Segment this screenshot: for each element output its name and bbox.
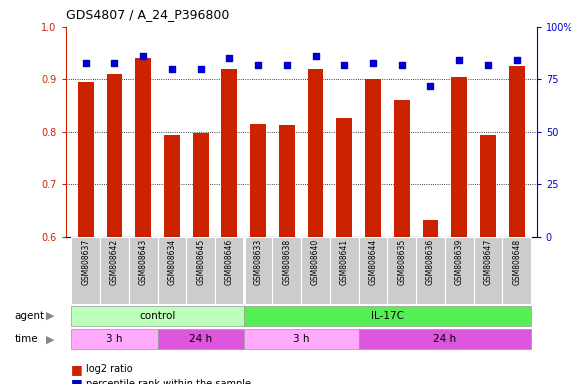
Point: [196, 66, 205, 72]
Bar: [394, 100, 409, 237]
Point: [311, 53, 320, 59]
Text: GSM808646: GSM808646: [225, 238, 234, 285]
Bar: [193, 133, 208, 237]
Point: [426, 83, 435, 89]
Bar: [502, 237, 531, 304]
Text: GSM808635: GSM808635: [397, 238, 406, 285]
Text: GSM808648: GSM808648: [512, 238, 521, 285]
Text: GSM808634: GSM808634: [167, 238, 176, 285]
Text: GSM808633: GSM808633: [254, 238, 263, 285]
Bar: [279, 126, 295, 237]
Bar: [301, 237, 330, 304]
Bar: [244, 306, 531, 326]
Bar: [480, 136, 496, 237]
Text: GSM808640: GSM808640: [311, 238, 320, 285]
Text: time: time: [14, 334, 38, 344]
Text: ■: ■: [71, 363, 83, 376]
Point: [110, 60, 119, 66]
Bar: [158, 237, 186, 304]
Point: [167, 66, 176, 72]
Bar: [308, 69, 323, 237]
Bar: [336, 118, 352, 237]
Bar: [387, 237, 416, 304]
Bar: [250, 124, 266, 237]
Bar: [71, 329, 158, 349]
Text: 3 h: 3 h: [293, 334, 309, 344]
Bar: [359, 237, 387, 304]
Text: control: control: [139, 311, 176, 321]
Bar: [445, 237, 473, 304]
Bar: [473, 237, 502, 304]
Point: [81, 60, 90, 66]
Text: GSM808639: GSM808639: [455, 238, 464, 285]
Point: [455, 57, 464, 63]
Bar: [107, 74, 122, 237]
Bar: [365, 79, 381, 237]
Bar: [186, 237, 215, 304]
Text: GSM808647: GSM808647: [484, 238, 492, 285]
Bar: [215, 237, 244, 304]
Bar: [71, 237, 100, 304]
Text: agent: agent: [14, 311, 45, 321]
Bar: [330, 237, 359, 304]
Bar: [272, 237, 301, 304]
Point: [483, 61, 492, 68]
Bar: [244, 329, 359, 349]
Text: ▶: ▶: [46, 334, 54, 344]
Text: GSM808642: GSM808642: [110, 238, 119, 285]
Text: 24 h: 24 h: [189, 334, 212, 344]
Point: [282, 61, 291, 68]
Bar: [78, 82, 94, 237]
Point: [139, 53, 148, 59]
Text: ▶: ▶: [46, 311, 54, 321]
Point: [254, 61, 263, 68]
Bar: [423, 220, 439, 237]
Bar: [71, 306, 244, 326]
Text: GSM808643: GSM808643: [139, 238, 148, 285]
Bar: [359, 329, 531, 349]
Text: GSM808641: GSM808641: [340, 238, 349, 285]
Text: 24 h: 24 h: [433, 334, 456, 344]
Bar: [100, 237, 129, 304]
Bar: [129, 237, 158, 304]
Bar: [416, 237, 445, 304]
Point: [225, 55, 234, 61]
Text: 3 h: 3 h: [106, 334, 123, 344]
Text: GSM808637: GSM808637: [81, 238, 90, 285]
Point: [512, 57, 521, 63]
Point: [340, 61, 349, 68]
Text: GSM808644: GSM808644: [368, 238, 377, 285]
Text: GSM808638: GSM808638: [282, 238, 291, 285]
Bar: [164, 136, 180, 237]
Point: [397, 61, 407, 68]
Bar: [158, 329, 244, 349]
Text: GSM808636: GSM808636: [426, 238, 435, 285]
Bar: [135, 58, 151, 237]
Text: ■: ■: [71, 377, 83, 384]
Bar: [509, 66, 525, 237]
Bar: [451, 77, 467, 237]
Text: GSM808645: GSM808645: [196, 238, 205, 285]
Text: percentile rank within the sample: percentile rank within the sample: [86, 379, 251, 384]
Text: log2 ratio: log2 ratio: [86, 364, 132, 374]
Text: GDS4807 / A_24_P396800: GDS4807 / A_24_P396800: [66, 8, 229, 21]
Text: IL-17C: IL-17C: [371, 311, 404, 321]
Bar: [222, 69, 238, 237]
Point: [368, 60, 377, 66]
Bar: [244, 237, 272, 304]
